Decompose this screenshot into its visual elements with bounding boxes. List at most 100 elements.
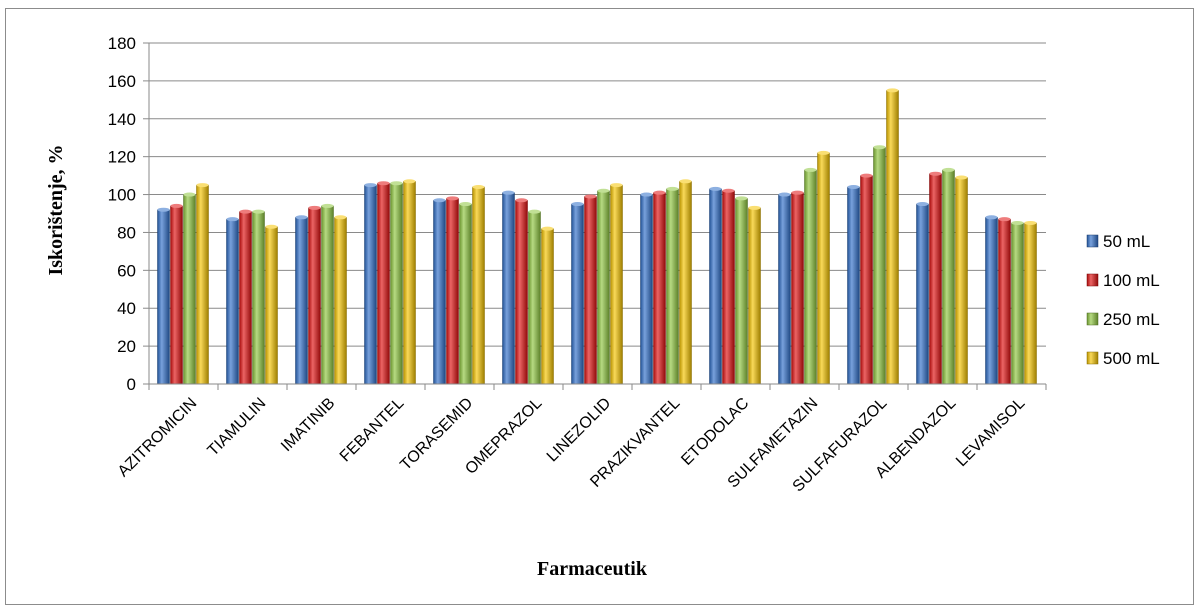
bar-100ml-etodolac: [722, 190, 735, 385]
bar-top-highlight: [955, 175, 968, 180]
bar-250ml-levamisol: [1011, 222, 1024, 385]
bar-50ml-linezolid: [571, 203, 584, 385]
bar-500ml-etodolac: [748, 207, 761, 385]
bar-top-highlight: [653, 190, 666, 195]
y-axis-title: Iskorištenje, %: [45, 144, 67, 275]
x-tick-label: IMATINIB: [278, 395, 338, 455]
bar-500ml-sulfametazin: [817, 152, 830, 385]
legend-swatch-50ml: [1086, 234, 1099, 248]
bar-top-highlight: [528, 209, 541, 214]
y-tick-label: 180: [108, 34, 136, 53]
bar-top-highlight: [709, 186, 722, 191]
bar-top-highlight: [873, 145, 886, 150]
x-tick-label: TIAMULIN: [205, 395, 270, 460]
bar-250ml-etodolac: [735, 198, 748, 385]
y-tick-label: 20: [117, 337, 136, 356]
legend-label: 250 mL: [1103, 310, 1160, 329]
bar-500ml-febantel: [403, 181, 416, 385]
bar-top-highlight: [916, 202, 929, 207]
bar-500ml-torasemid: [472, 186, 485, 385]
bar-50ml-febantel: [364, 184, 377, 385]
bar-100ml-linezolid: [584, 196, 597, 385]
bar-top-highlight: [196, 183, 209, 188]
bar-top-highlight: [998, 217, 1011, 222]
bar-top-highlight: [804, 167, 817, 172]
y-tick-label: 80: [117, 223, 136, 242]
bar-50ml-levamisol: [985, 217, 998, 385]
bar-top-highlight: [679, 179, 692, 184]
bar-500ml-tiamulin: [265, 226, 278, 385]
y-tick-label: 100: [108, 186, 136, 205]
axes: [148, 43, 1046, 385]
y-tick-label: 120: [108, 148, 136, 167]
bar-top-highlight: [722, 188, 735, 193]
bar-top-highlight: [170, 203, 183, 208]
legend-swatch-500ml: [1086, 351, 1099, 365]
bar-top-highlight: [610, 183, 623, 188]
bar-top-highlight: [252, 209, 265, 214]
bar-top-highlight: [666, 186, 679, 191]
bar-top-highlight: [472, 184, 485, 189]
bar-top-highlight: [239, 209, 252, 214]
bar-top-highlight: [226, 217, 239, 222]
bar-50ml-prazikvantel: [640, 194, 653, 385]
bar-top-highlight: [157, 207, 170, 212]
bar-500ml-albendazol: [955, 177, 968, 385]
bar-top-highlight: [377, 181, 390, 186]
bar-top-highlight: [1011, 220, 1024, 225]
x-tick-label: FEBANTEL: [337, 395, 408, 466]
bar-250ml-sulfafurazol: [873, 146, 886, 385]
bar-100ml-prazikvantel: [653, 192, 666, 385]
bar-500ml-prazikvantel: [679, 181, 692, 385]
bar-250ml-febantel: [390, 182, 403, 385]
bar-500ml-imatinib: [334, 217, 347, 385]
x-axis-title: Farmaceutik: [537, 558, 648, 580]
bar-250ml-imatinib: [321, 205, 334, 385]
bar-100ml-levamisol: [998, 218, 1011, 385]
y-tick-label: 140: [108, 110, 136, 129]
bar-top-highlight: [334, 215, 347, 220]
bar-top-highlight: [364, 183, 377, 188]
bar-250ml-omeprazol: [528, 211, 541, 385]
legend-label: 50 mL: [1103, 232, 1150, 251]
bar-250ml-albendazol: [942, 169, 955, 385]
bar-top-highlight: [446, 196, 459, 201]
x-tick-label: TORASEMID: [397, 395, 476, 474]
bar-top-highlight: [735, 196, 748, 201]
legend-label: 100 mL: [1103, 271, 1160, 290]
bar-500ml-linezolid: [610, 184, 623, 385]
x-tick-label: AZITROMICIN: [115, 395, 201, 481]
y-tick-label: 160: [108, 72, 136, 91]
bar-top-highlight: [308, 205, 321, 210]
bar-top-highlight: [929, 171, 942, 176]
bar-100ml-tiamulin: [239, 211, 252, 385]
bar-top-highlight: [860, 173, 873, 178]
bar-100ml-albendazol: [929, 173, 942, 385]
bar-100ml-azitromicin: [170, 205, 183, 385]
bars: [157, 88, 1037, 385]
bar-top-highlight: [584, 194, 597, 199]
bar-100ml-imatinib: [308, 207, 321, 385]
bar-top-highlight: [390, 181, 403, 186]
y-tick-label: 0: [127, 375, 136, 394]
bar-50ml-sulfametazin: [778, 194, 791, 385]
bar-top-highlight: [597, 188, 610, 193]
bar-50ml-sulfafurazol: [847, 186, 860, 385]
y-axis-ticks: 0 20 40 60 80 100 120 140 160 180: [108, 34, 149, 394]
bar-50ml-etodolac: [709, 188, 722, 385]
bar-500ml-azitromicin: [196, 184, 209, 385]
x-axis-labels: AZITROMICIN TIAMULIN IMATINIBFEBANTELTORAS…: [115, 384, 1047, 495]
bar-100ml-sulfafurazol: [860, 175, 873, 385]
bar-top-highlight: [515, 198, 528, 203]
bar-100ml-sulfametazin: [791, 192, 804, 385]
bar-top-highlight: [433, 198, 446, 203]
legend-swatch-100ml: [1086, 273, 1099, 287]
bar-50ml-omeprazol: [502, 192, 515, 385]
bar-50ml-torasemid: [433, 199, 446, 385]
bar-top-highlight: [571, 202, 584, 207]
legend: 50 mL 100 mL 250 mL 500 mL: [1086, 232, 1160, 368]
y-tick-label: 60: [117, 261, 136, 280]
bar-top-highlight: [942, 167, 955, 172]
bar-250ml-azitromicin: [183, 194, 196, 385]
bar-top-highlight: [748, 205, 761, 210]
